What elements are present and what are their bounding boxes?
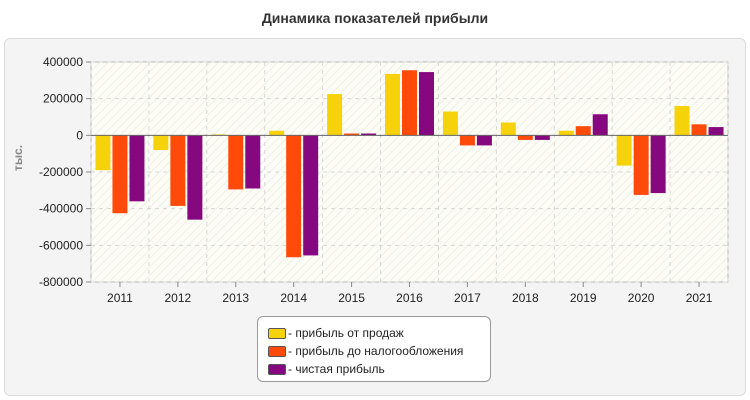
bar-2015-series-0: [327, 94, 343, 136]
y-tick-label: -800000: [39, 275, 83, 289]
bar-2021-series-2: [708, 127, 724, 136]
legend-label: - прибыль от продаж: [288, 326, 404, 340]
bar-2017-series-2: [476, 135, 492, 146]
bar-2011-series-0: [95, 135, 111, 171]
legend-swatch: [268, 345, 286, 357]
x-tick-label: 2013: [222, 291, 249, 305]
legend-item: - прибыль от продаж: [268, 324, 490, 342]
bar-2020-series-1: [633, 135, 649, 195]
x-tick-label: 2018: [512, 291, 539, 305]
bar-2019-series-1: [575, 126, 591, 136]
bar-2017-series-0: [442, 111, 458, 136]
bar-2012-series-0: [153, 135, 169, 150]
x-tick-label: 2012: [165, 291, 192, 305]
bar-2013-series-1: [228, 135, 244, 190]
x-tick-label: 2015: [338, 291, 365, 305]
bar-2016-series-1: [402, 70, 417, 136]
bar-2016-series-2: [419, 72, 434, 136]
x-tick-label: 2017: [454, 291, 481, 305]
x-tick-label: 2011: [107, 291, 133, 305]
bar-2015-series-2: [361, 133, 377, 136]
legend-item: - чистая прибыль: [268, 360, 490, 378]
x-tick-label: 2014: [280, 291, 307, 305]
bar-2018-series-2: [534, 135, 550, 140]
bar-2014-series-1: [286, 135, 302, 258]
chart-legend: - прибыль от продаж - прибыль до налогооб…: [257, 316, 491, 382]
bar-2011-series-2: [129, 135, 145, 202]
y-axis-label: тыс.: [11, 145, 25, 171]
x-tick-label: 2019: [570, 291, 597, 305]
bar-2013-series-2: [245, 135, 261, 189]
y-tick-label: 200000: [43, 92, 83, 106]
y-tick-label: -600000: [39, 238, 83, 252]
bar-2016-series-0: [385, 73, 400, 136]
legend-label: - прибыль до налогообложения: [288, 344, 464, 358]
bar-2019-series-2: [592, 114, 608, 136]
legend-label: - чистая прибыль: [288, 362, 385, 376]
bar-2019-series-0: [558, 130, 574, 136]
y-tick-label: -400000: [39, 202, 83, 216]
y-axis-ticks: 400000 200000 0 -200000 -400000 -600000 -80000…: [39, 55, 91, 289]
bar-2021-series-0: [674, 106, 690, 136]
bar-2014-series-2: [303, 135, 319, 256]
legend-swatch: [268, 363, 286, 375]
bar-2011-series-1: [112, 135, 128, 214]
bars: [95, 70, 724, 258]
bar-2018-series-0: [500, 122, 516, 136]
x-tick-label: 2020: [628, 291, 655, 305]
bar-2014-series-0: [269, 130, 285, 136]
y-tick-label: -200000: [39, 165, 83, 179]
bar-2017-series-1: [459, 135, 475, 146]
bar-2021-series-1: [691, 124, 707, 136]
x-tick-label: 2016: [396, 291, 423, 305]
bar-2020-series-0: [616, 135, 632, 166]
bar-2012-series-1: [170, 135, 186, 206]
bar-2012-series-2: [187, 135, 203, 220]
legend-swatch: [268, 327, 286, 339]
bar-2020-series-2: [650, 135, 666, 194]
legend-item: - прибыль до налогообложения: [268, 342, 490, 360]
bar-2018-series-1: [517, 135, 533, 140]
x-axis-ticks: 2011 2012 2013 2014 2015 2016 2017 2018 2019 2020…: [107, 282, 713, 305]
bar-2015-series-1: [344, 133, 360, 136]
y-tick-label: 400000: [43, 55, 83, 69]
x-tick-label: 2021: [686, 291, 713, 305]
y-tick-label: 0: [76, 128, 83, 142]
chart-title: Динамика показателей прибыли: [261, 10, 489, 26]
